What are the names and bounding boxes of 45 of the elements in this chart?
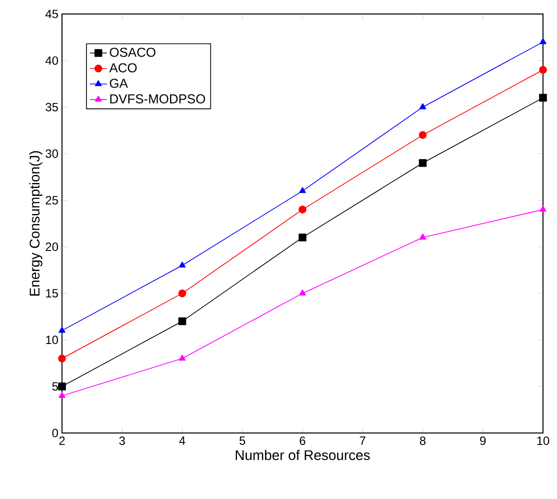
y-axis-title: Energy Consumption(J) xyxy=(29,151,42,296)
x-tick-label: 5 xyxy=(240,436,246,445)
point xyxy=(58,392,66,398)
y-tick-label: 10 xyxy=(46,336,58,344)
y-tick-label: 25 xyxy=(46,196,58,204)
point xyxy=(540,206,546,212)
point xyxy=(58,354,66,362)
x-tick-label: 10 xyxy=(537,436,550,445)
point xyxy=(58,382,66,390)
point xyxy=(299,289,306,296)
y-tick-label: 45 xyxy=(45,10,58,18)
point xyxy=(178,289,186,298)
point xyxy=(540,38,546,44)
legend-label: GA xyxy=(110,78,128,88)
point xyxy=(58,326,66,333)
point xyxy=(539,94,547,102)
point xyxy=(298,234,306,242)
x-axis-title: Number of Resources xyxy=(236,450,370,460)
point xyxy=(178,262,186,268)
y-tick-label: 0 xyxy=(52,428,58,438)
point xyxy=(178,317,186,326)
y-tick-label: 30 xyxy=(46,149,58,158)
legend-label: DVFS-MODPSO xyxy=(110,94,206,104)
point xyxy=(178,354,186,361)
point xyxy=(539,66,547,74)
point xyxy=(418,159,427,167)
x-tick-label: 7 xyxy=(360,436,366,445)
x-tick-label: 6 xyxy=(300,436,306,445)
x-tick-label: 3 xyxy=(119,436,125,445)
y-tick-label: 35 xyxy=(46,102,58,112)
y-tick-label: 5 xyxy=(52,382,58,391)
x-tick-label: 4 xyxy=(179,436,186,445)
x-tick-label: 2 xyxy=(59,436,65,445)
point xyxy=(419,234,426,240)
y-tick-label: 15 xyxy=(46,289,58,298)
y-tick-label: 20 xyxy=(46,242,58,251)
point xyxy=(418,131,427,139)
legend-label: ACO xyxy=(109,63,137,72)
point xyxy=(298,206,306,214)
x-tick-label: 9 xyxy=(480,436,486,445)
legend-label: OSACO xyxy=(110,48,156,57)
x-tick-label: 8 xyxy=(420,436,426,445)
point xyxy=(419,103,426,110)
y-tick-label: 40 xyxy=(45,56,58,65)
point xyxy=(299,187,306,194)
